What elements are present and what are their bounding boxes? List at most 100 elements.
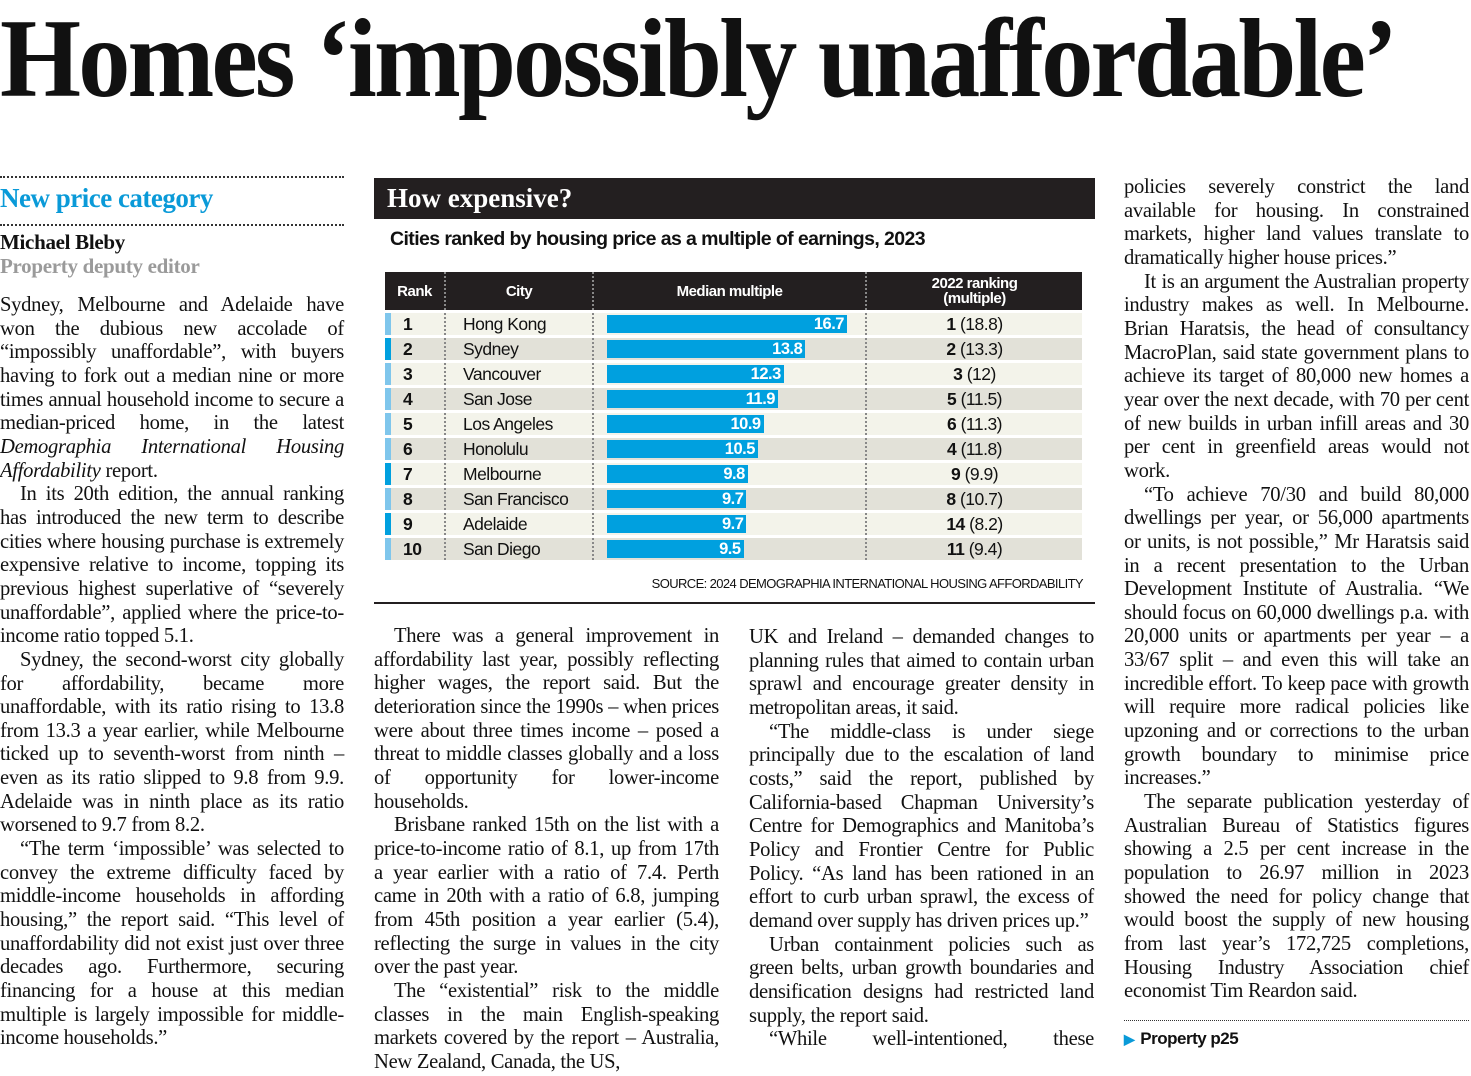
- bar-cell: 9.8: [592, 463, 865, 485]
- prev-multiple: (11.5): [960, 388, 1003, 409]
- prev-ranking: 5 (11.5): [865, 388, 1082, 410]
- bar-cell: 9.7: [592, 488, 865, 510]
- prev-multiple: (11.3): [960, 413, 1003, 434]
- bar-cell: 13.8: [592, 338, 865, 360]
- prev-ranking: 14 (8.2): [865, 513, 1082, 535]
- rank-cell: 10: [385, 538, 444, 560]
- row-marker: [385, 538, 391, 560]
- row-marker: [385, 513, 391, 535]
- header-rank: Rank: [385, 272, 444, 310]
- prev-multiple: (11.8): [960, 438, 1003, 459]
- bar-cell: 10.9: [592, 413, 865, 435]
- bar-cell: 16.7: [592, 313, 865, 335]
- prev-multiple: (10.7): [959, 488, 1003, 509]
- prev-multiple: (13.3): [959, 338, 1003, 359]
- prev-multiple: (12): [966, 363, 997, 384]
- rank-cell: 2: [385, 338, 444, 360]
- city: Adelaide: [444, 513, 592, 535]
- table-row: 6 Honolulu 10.5 4 (11.8): [385, 438, 1082, 460]
- table-row: 2 Sydney 13.8 2 (13.3): [385, 338, 1082, 360]
- bar: 10.9: [607, 415, 764, 433]
- table-row: 9 Adelaide 9.7 14 (8.2): [385, 513, 1082, 535]
- column-1: New price category Michael Bleby Propert…: [0, 176, 344, 1051]
- divider: [0, 176, 344, 178]
- table-row: 10 San Diego 9.5 11 (9.4): [385, 538, 1082, 560]
- rank: 5: [403, 413, 413, 434]
- prev-rank: 5: [946, 388, 957, 409]
- paragraph: It is an argument the Australian propert…: [1124, 270, 1469, 482]
- rank-cell: 7: [385, 463, 444, 485]
- text: report.: [100, 459, 158, 482]
- prev-rank: 11: [946, 538, 965, 559]
- prev-rank: 8: [946, 488, 956, 509]
- city: San Diego: [444, 538, 592, 560]
- city: Honolulu: [444, 438, 592, 460]
- rank-cell: 1: [385, 313, 444, 335]
- paragraph: In its 20th edition, the annual ranking …: [0, 483, 344, 648]
- rank: 6: [403, 438, 413, 459]
- rank-cell: 8: [385, 488, 444, 510]
- divider: [1124, 1019, 1469, 1021]
- row-marker: [385, 388, 391, 410]
- bar: 11.9: [607, 390, 778, 408]
- prev-ranking: 8 (10.7): [865, 488, 1082, 510]
- city: Hong Kong: [444, 313, 592, 335]
- byline-name: Michael Bleby: [0, 230, 126, 254]
- table-row: 4 San Jose 11.9 5 (11.5): [385, 388, 1082, 410]
- prev-rank: 2: [946, 338, 956, 359]
- table-row: 8 San Francisco 9.7 8 (10.7): [385, 488, 1082, 510]
- bar-label: 9.5: [719, 540, 741, 558]
- rank: 2: [403, 338, 413, 359]
- bar: 9.8: [607, 465, 748, 483]
- prev-ranking: 4 (11.8): [865, 438, 1082, 460]
- prev-ranking: 6 (11.3): [865, 413, 1082, 435]
- rank: 8: [403, 488, 413, 509]
- bar: 13.8: [607, 340, 806, 358]
- see-also-label: Property p25: [1140, 1028, 1239, 1048]
- paragraph: UK and Ireland – demanded changes to pla…: [749, 626, 1094, 719]
- rank: 7: [403, 463, 413, 484]
- row-marker: [385, 488, 391, 510]
- paragraph: Sydney, Melbourne and Adelaide have won …: [0, 294, 344, 483]
- city: San Francisco: [444, 488, 592, 510]
- prev-ranking: 3 (12): [865, 363, 1082, 385]
- bar-label: 12.3: [750, 365, 782, 383]
- city: San Jose: [444, 388, 592, 410]
- table-row: 5 Los Angeles 10.9 6 (11.3): [385, 413, 1082, 435]
- row-marker: [385, 363, 391, 385]
- bar-label: 16.7: [813, 315, 845, 333]
- header-city: City: [444, 272, 592, 310]
- paragraph: There was a general improvement in affor…: [374, 625, 719, 813]
- bar: 9.7: [607, 490, 747, 508]
- prev-rank: 4: [946, 438, 957, 459]
- prev-rank: 9: [950, 463, 961, 484]
- prev-rank: 1: [946, 313, 956, 334]
- row-marker: [385, 338, 391, 360]
- paragraph: Brisbane ranked 15th on the list with a …: [374, 814, 719, 979]
- rank: 9: [403, 513, 413, 534]
- rank-cell: 4: [385, 388, 444, 410]
- rank-cell: 5: [385, 413, 444, 435]
- see-also-link[interactable]: ▶ Property p25: [1124, 1027, 1469, 1052]
- city: Vancouver: [444, 363, 592, 385]
- city: Sydney: [444, 338, 592, 360]
- rank: 4: [403, 388, 413, 409]
- paragraph: “The term ‘impossible’ was selected to c…: [0, 838, 344, 1050]
- paragraph: “The middle-class is under siege princip…: [749, 720, 1094, 932]
- byline-role: Property deputy editor: [0, 254, 200, 278]
- row-marker: [385, 463, 391, 485]
- prev-ranking: 1 (18.8): [865, 313, 1082, 335]
- bar-cell: 9.5: [592, 538, 865, 560]
- table-row: 3 Vancouver 12.3 3 (12): [385, 363, 1082, 385]
- paragraph: “While well-intentioned, these: [769, 1028, 1094, 1051]
- prev-rank: 14: [946, 513, 965, 534]
- header-median-multiple: Median multiple: [592, 272, 865, 310]
- triangle-right-icon: ▶: [1124, 1030, 1135, 1047]
- rank-cell: 6: [385, 438, 444, 460]
- table-row: 1 Hong Kong 16.7 1 (18.8): [385, 313, 1082, 335]
- divider: [374, 602, 1095, 604]
- prev-ranking: 9 (9.9): [865, 463, 1082, 485]
- prev-ranking: 2 (13.3): [865, 338, 1082, 360]
- prev-rank: 3: [953, 363, 963, 384]
- report-title: Demographia International Housing Afford…: [0, 435, 344, 482]
